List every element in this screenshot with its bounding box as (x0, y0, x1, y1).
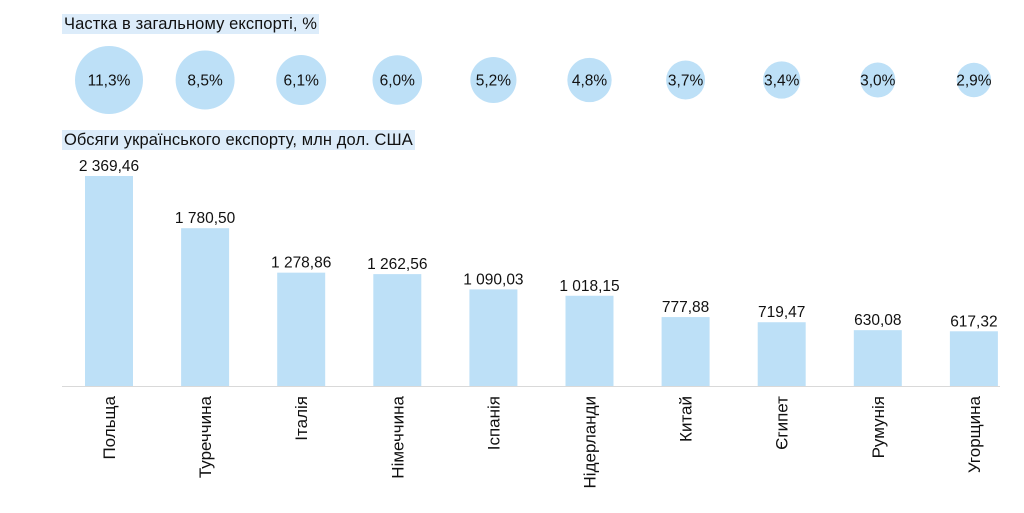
share-bubble-label: 2,9% (956, 73, 992, 90)
category-label: Нідерланди (581, 396, 600, 488)
share-bubble-8: 3,4% (763, 61, 801, 99)
bar-value-label: 1 780,50 (175, 210, 236, 227)
share-bubble-label: 3,7% (668, 73, 704, 90)
share-bubble-3: 6,1% (276, 55, 327, 105)
share-bubble-circle (956, 62, 992, 98)
bar-4 (373, 274, 422, 386)
share-bubble-9: 3,0% (860, 62, 896, 98)
share-bubble-label: 8,5% (187, 73, 223, 90)
bar-1 (85, 176, 133, 386)
share-bubble-4: 6,0% (372, 55, 423, 105)
bar-7 (661, 317, 710, 386)
share-bubble-chart: 11,3% 8,5% 6,1% 6,0% 5,2% 4,8% 3,7% 3,4% 3,0% 2,9… (75, 46, 992, 114)
share-bubble-5: 5,2% (470, 56, 517, 104)
share-bubble-circle (763, 61, 801, 99)
category-label: Китай (677, 396, 696, 442)
bar-8 (757, 322, 806, 386)
bar-value-label: 1 278,86 (271, 255, 331, 272)
share-bubble-label: 6,1% (284, 73, 320, 90)
share-bubble-2: 8,5% (175, 50, 235, 110)
bar-value-label: 630,08 (854, 312, 901, 329)
share-bubble-circle (372, 55, 423, 105)
share-bubble-1: 11,3% (75, 46, 143, 114)
bar-value-label: 719,47 (758, 304, 805, 321)
share-bubble-10: 2,9% (956, 62, 992, 98)
share-bubble-label: 11,3% (88, 73, 131, 90)
share-bubble-circle (75, 46, 143, 114)
share-bubble-circle (666, 60, 706, 100)
bar-value-label: 777,88 (662, 299, 709, 316)
category-label: Румунія (869, 396, 888, 458)
bar-3 (277, 272, 326, 386)
bar-value-label: 1 262,56 (367, 256, 427, 273)
share-bubble-label: 6,0% (380, 73, 416, 90)
category-label: Туреччина (196, 395, 215, 478)
bar-value-label: 2 369,46 (79, 158, 139, 175)
category-label: Угорщина (965, 395, 984, 473)
share-bubble-circle (567, 57, 612, 103)
share-bubble-6: 4,8% (567, 57, 612, 103)
category-label: Польща (100, 395, 119, 459)
bar-5 (469, 289, 518, 386)
share-bubble-label: 3,4% (764, 73, 800, 90)
volume-heading: Обсяги українського експорту, млн дол. С… (62, 130, 415, 150)
share-bubble-label: 3,0% (860, 73, 896, 90)
share-bubble-circle (470, 56, 517, 104)
share-bubble-label: 4,8% (572, 73, 608, 90)
category-label: Іспанія (484, 396, 503, 450)
share-bubble-circle (175, 50, 235, 110)
bar-6 (565, 295, 614, 386)
bar-value-label: 617,32 (950, 313, 997, 330)
bar-value-label: 1 018,15 (559, 278, 619, 295)
share-bubble-circle (860, 62, 896, 98)
share-heading: Частка в загальному експорті, % (62, 14, 320, 34)
share-bubble-circle (276, 55, 327, 105)
share-bubble-7: 3,7% (666, 60, 706, 100)
bar-10 (949, 331, 998, 386)
bar-2 (181, 228, 230, 386)
bar-9 (853, 330, 902, 386)
category-label: Італія (292, 396, 311, 441)
bar-value-label: 1 090,03 (463, 271, 523, 288)
category-label: Німеччина (388, 395, 407, 478)
share-bubble-label: 5,2% (476, 73, 512, 90)
category-label: Єгипет (773, 396, 792, 450)
